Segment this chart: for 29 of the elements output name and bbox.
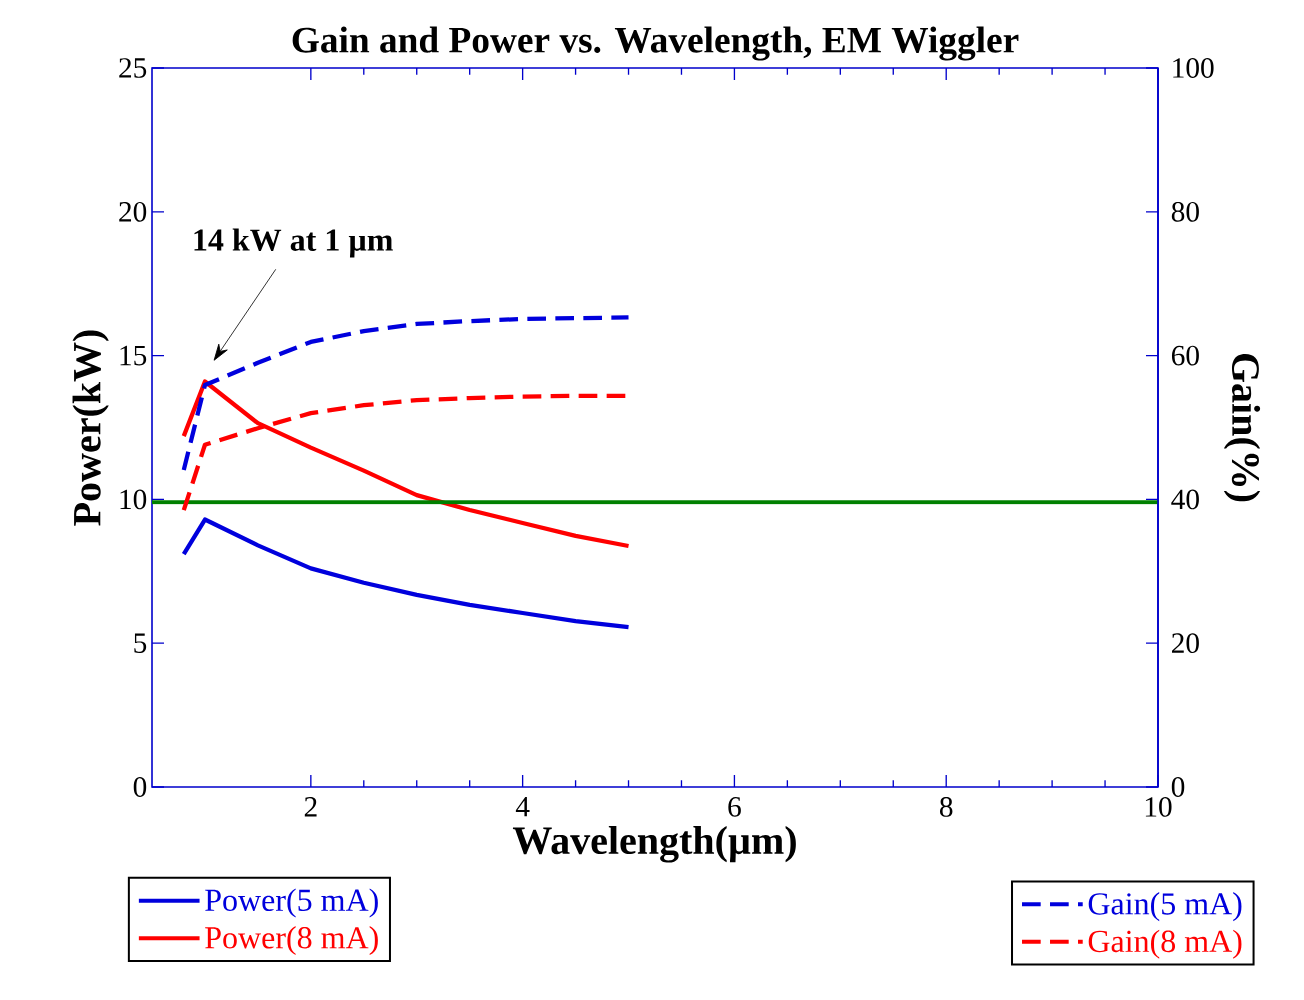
y-axis-title: Power(kW) xyxy=(72,330,109,526)
line-series xyxy=(181,517,631,630)
y2-axis-title: Gain(%) xyxy=(1223,353,1261,502)
y2-tick-label: 0 xyxy=(1171,777,1185,797)
x-tick-label: 8 xyxy=(939,797,953,817)
y2-tick-label: 100 xyxy=(1173,58,1214,78)
y-tick-label: 25 xyxy=(119,58,147,78)
x-axis-title: Wavelength(µm) xyxy=(512,825,796,863)
y2-tick-label: 80 xyxy=(1171,201,1199,222)
y2-tick-label: 60 xyxy=(1171,345,1199,366)
x-tick-label: 4 xyxy=(515,797,530,817)
y2-tick-label: 20 xyxy=(1172,633,1199,654)
legend-label: Power(8 mA) xyxy=(205,926,378,956)
y-tick-label: 0 xyxy=(133,777,147,797)
legend-label: Gain(5 mA) xyxy=(1088,892,1242,922)
x-tick-label: 2 xyxy=(304,797,317,817)
x-tick-label: 10 xyxy=(1145,797,1172,817)
y-tick-label: 5 xyxy=(134,633,147,653)
y-tick-label: 15 xyxy=(120,345,147,366)
y2-tick-label: 40 xyxy=(1171,489,1199,510)
line-series xyxy=(181,315,631,473)
chart-title: Gain and Power vs. Wavelength, EM Wiggler xyxy=(292,26,1019,61)
x-tick-label: 6 xyxy=(728,797,741,817)
legend-label: Gain(8 mA) xyxy=(1088,929,1242,959)
legend-label: Power(5 mA) xyxy=(205,888,378,918)
annotation: 14 kW at 1 µm xyxy=(194,228,393,258)
y-tick-label: 10 xyxy=(120,489,147,510)
y-tick-label: 20 xyxy=(119,201,147,222)
line-series xyxy=(181,379,631,549)
